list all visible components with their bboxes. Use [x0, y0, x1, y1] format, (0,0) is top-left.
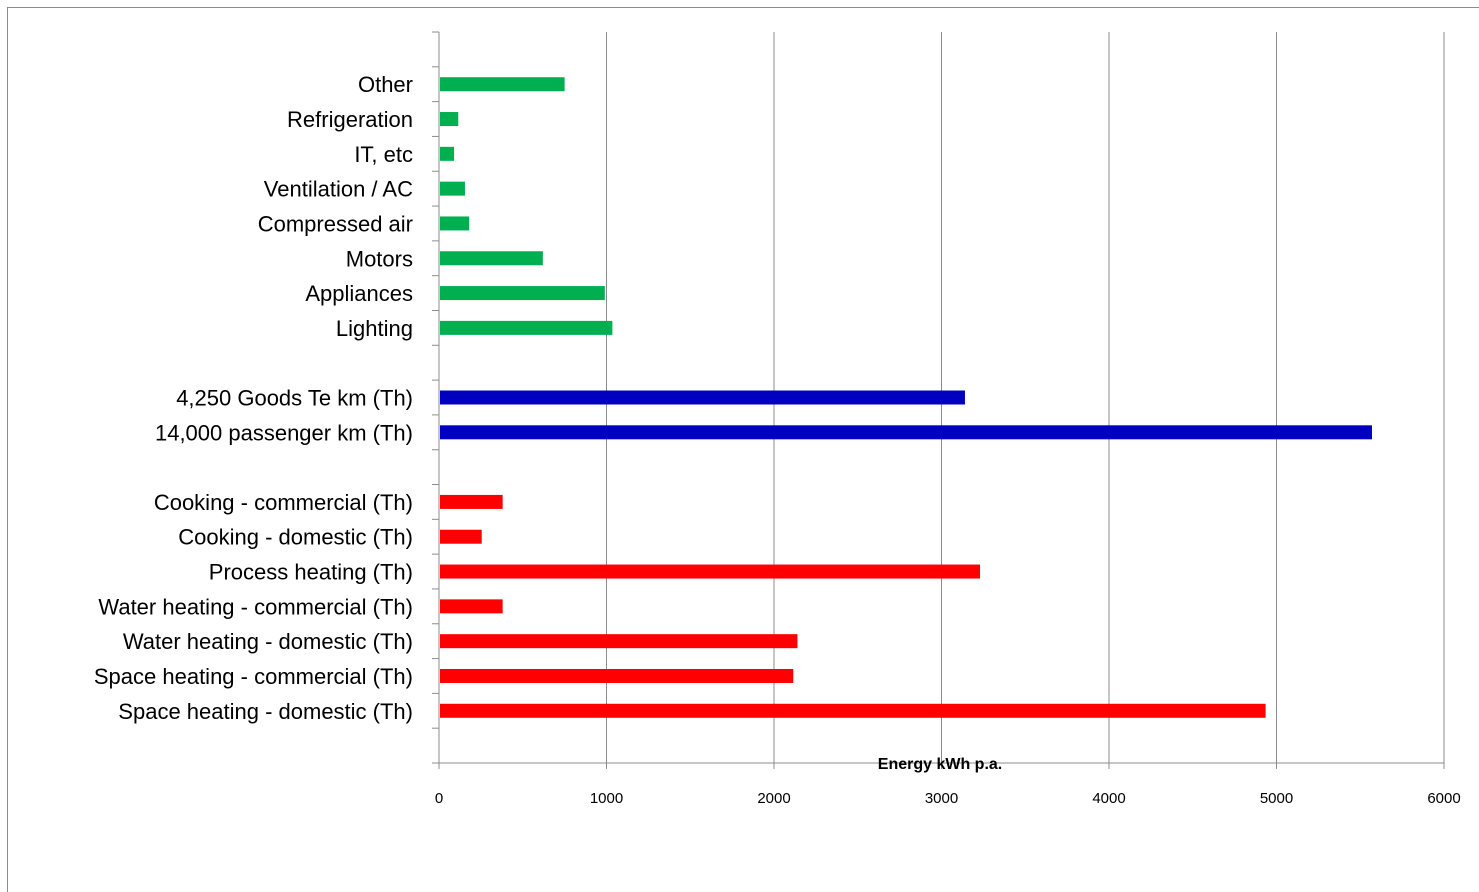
bar-process-heating-th [440, 564, 981, 579]
x-tick-label-2000: 2000 [757, 790, 790, 807]
category-label: Process heating (Th) [209, 560, 413, 585]
bar-space-heating-domestic-th [440, 703, 1266, 718]
category-label: Compressed air [258, 211, 413, 236]
bar-appliances [440, 286, 605, 301]
category-label: Other [358, 72, 413, 97]
bar-it-etc [440, 146, 455, 161]
x-tick-label-6000: 6000 [1427, 790, 1460, 807]
category-labels: Other Refrigeration IT, etc Ventilation / A… [94, 72, 413, 724]
bar-cooking-commercial-th [440, 494, 503, 509]
bar-refrigeration [440, 112, 459, 127]
category-label: Lighting [336, 316, 413, 341]
bars [440, 77, 1372, 718]
bar-4-250-goods-te-km-th [440, 390, 965, 405]
x-tick-label-0: 0 [435, 790, 443, 807]
category-label: Space heating - commercial (Th) [94, 664, 413, 689]
category-label: 4,250 Goods Te km (Th) [176, 386, 413, 411]
bar-ventilation-ac [440, 181, 465, 196]
category-label: IT, etc [354, 142, 413, 167]
category-label: Water heating - commercial (Th) [98, 594, 413, 619]
category-label: Cooking - commercial (Th) [154, 490, 413, 515]
category-label: Cooking - domestic (Th) [178, 525, 413, 550]
bar-cooking-domestic-th [440, 529, 482, 544]
bar-other [440, 77, 565, 92]
chart-frame [7, 7, 1479, 892]
bar-14-000-passenger-km-th [440, 425, 1372, 440]
axes [432, 31, 1445, 769]
category-label: Appliances [305, 281, 413, 306]
bar-lighting [440, 320, 613, 335]
x-axis-title: Energy kWh p.a. [878, 756, 1002, 773]
bar-space-heating-commercial-th [440, 668, 794, 683]
x-tick-label-1000: 1000 [590, 790, 623, 807]
category-label: Water heating - domestic (Th) [123, 629, 413, 654]
bar-water-heating-commercial-th [440, 599, 503, 614]
category-label: Ventilation / AC [264, 177, 413, 202]
category-label: Space heating - domestic (Th) [118, 699, 413, 724]
category-label: Refrigeration [287, 107, 413, 132]
category-label: Motors [346, 246, 413, 271]
bar-water-heating-domestic-th [440, 634, 798, 649]
category-label: 14,000 passenger km (Th) [155, 420, 413, 445]
bar-motors [440, 251, 543, 266]
x-tick-labels: 0 1000 2000 3000 4000 5000 6000 [435, 790, 1461, 807]
x-tick-label-4000: 4000 [1092, 790, 1125, 807]
x-tick-label-3000: 3000 [925, 790, 958, 807]
x-tick-label-5000: 5000 [1260, 790, 1293, 807]
bar-compressed-air [440, 216, 470, 231]
